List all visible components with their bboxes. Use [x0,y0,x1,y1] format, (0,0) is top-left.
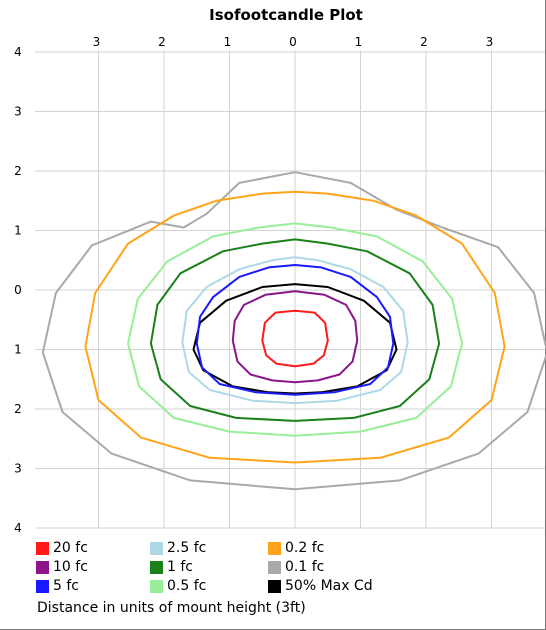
legend-swatch [268,542,281,555]
x-tick-label: 1 [224,35,232,49]
legend-swatch [150,580,163,593]
contour-10-fc [231,290,359,384]
contour-50-max-cd [192,283,398,395]
x-tick-label: 0 [289,35,297,49]
legend-label: 0.1 fc [285,559,325,575]
x-tick-label: 3 [93,35,101,49]
legend-label: 20 fc [53,540,88,556]
y-tick-labels: 4 3 2 1 0 1 2 3 4 [14,45,22,535]
y-tick-label: 2 [14,402,22,416]
legend-swatch [36,561,49,574]
x-axis-label: Distance in units of mount height (3ft) [37,600,306,616]
y-tick-label: 2 [14,164,22,178]
grid [35,50,545,529]
y-tick-label: 1 [14,343,22,357]
contour-0-2-fc [84,190,506,464]
x-tick-label: 1 [355,35,363,49]
contour-5-fc [195,264,395,396]
y-tick-label: 4 [14,45,22,59]
chart-title: Isofootcandle Plot [209,6,363,24]
legend-swatch [268,561,281,574]
legend-label: 2.5 fc [167,540,207,556]
contour-20-fc [261,309,329,368]
x-tick-label: 2 [420,35,428,49]
legend-swatch [150,542,163,555]
x-tick-label: 2 [158,35,166,49]
legend-label: 1 fc [167,559,193,575]
contour-1-fc [149,238,441,422]
y-tick-label: 4 [14,521,22,535]
contour-0-1-fc [41,171,546,491]
contour-0-5-fc [127,222,463,437]
contour-series [41,171,546,491]
contour-2-5-fc [181,256,409,405]
y-tick-label: 1 [14,224,22,238]
legend-swatch [268,580,281,593]
legend-swatch [36,580,49,593]
legend-label: 0.2 fc [285,540,325,556]
y-tick-label: 0 [14,283,22,297]
legend-label: 50% Max Cd [285,578,373,594]
y-tick-label: 3 [14,462,22,476]
legend-label: 5 fc [53,578,79,594]
legend-swatch [36,542,49,555]
legend-swatch [150,561,163,574]
y-tick-label: 3 [14,105,22,119]
legend-label: 10 fc [53,559,88,575]
legend-label: 0.5 fc [167,578,207,594]
x-tick-labels: 3 2 1 0 1 2 3 [93,35,494,49]
x-tick-label: 3 [486,35,494,49]
